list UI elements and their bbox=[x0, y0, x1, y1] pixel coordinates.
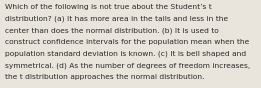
Text: distribution? (a) It has more area in the tails and less in the: distribution? (a) It has more area in th… bbox=[5, 15, 228, 22]
Text: center than does the normal distribution. (b) It is used to: center than does the normal distribution… bbox=[5, 27, 218, 34]
Text: Which of the following is not true about the Student’s t: Which of the following is not true about… bbox=[5, 4, 211, 10]
Text: construct confidence intervals for the population mean when the: construct confidence intervals for the p… bbox=[5, 39, 249, 45]
Text: symmetrical. (d) As the number of degrees of freedom increases,: symmetrical. (d) As the number of degree… bbox=[5, 62, 250, 69]
Text: population standard deviation is known. (c) It is bell shaped and: population standard deviation is known. … bbox=[5, 51, 246, 57]
Text: the t distribution approaches the normal distribution.: the t distribution approaches the normal… bbox=[5, 74, 204, 80]
